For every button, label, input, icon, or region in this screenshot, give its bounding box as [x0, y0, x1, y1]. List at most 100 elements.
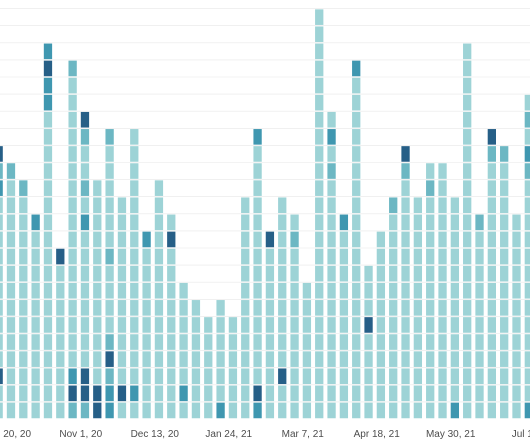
bar[interactable]: [500, 146, 509, 419]
bar-segment: [80, 300, 90, 316]
bar-segment: [265, 351, 275, 367]
bar[interactable]: [327, 111, 336, 419]
bar-segment: [68, 146, 77, 162]
bar[interactable]: [512, 214, 521, 419]
bar-segment: [130, 180, 139, 196]
bar[interactable]: [376, 231, 386, 419]
bar-segment: [352, 231, 361, 248]
bar-segment: [105, 402, 114, 419]
bar-segment: [31, 317, 40, 333]
bar[interactable]: [524, 94, 530, 419]
bar-segment: [352, 146, 361, 162]
bar[interactable]: [43, 43, 53, 419]
bar[interactable]: [0, 146, 3, 419]
bar-segment: [43, 231, 53, 248]
bar-segment: [475, 385, 484, 402]
bar[interactable]: [179, 282, 188, 419]
bar-segment: [438, 180, 447, 196]
bar[interactable]: [487, 129, 496, 419]
bar-segment: [241, 231, 250, 248]
bar-segment: [204, 368, 213, 385]
bar-segment: [401, 402, 410, 419]
x-tick-label: Mar 7, 21: [282, 429, 325, 440]
bar-segment: [500, 402, 509, 419]
bar-segment: [352, 60, 361, 77]
bar[interactable]: [191, 300, 201, 419]
bar[interactable]: [389, 197, 398, 419]
bar[interactable]: [352, 60, 361, 419]
bar[interactable]: [426, 163, 435, 419]
bar[interactable]: [228, 317, 238, 419]
bar-segment: [500, 385, 509, 402]
bar-segment: [524, 385, 530, 402]
bar[interactable]: [315, 9, 324, 419]
bar-segment: [80, 163, 90, 179]
bar-segment: [253, 385, 262, 402]
bar[interactable]: [68, 60, 77, 419]
bar-segment: [352, 385, 361, 402]
bar-segment: [142, 231, 151, 248]
bar[interactable]: [105, 129, 114, 419]
bar-segment: [512, 265, 521, 282]
bar[interactable]: [278, 197, 287, 419]
bar[interactable]: [216, 300, 225, 419]
bar-segment: [265, 334, 275, 350]
bar-segment: [524, 214, 530, 231]
bar[interactable]: [80, 111, 90, 419]
bar[interactable]: [253, 129, 262, 419]
bar[interactable]: [117, 197, 127, 419]
bar-segment: [56, 282, 65, 299]
bar[interactable]: [154, 180, 164, 419]
bar[interactable]: [265, 231, 275, 419]
bar-segment: [216, 402, 225, 419]
bar[interactable]: [475, 214, 484, 419]
bar-segment: [327, 300, 336, 316]
bar[interactable]: [463, 43, 472, 419]
bar[interactable]: [290, 214, 299, 419]
bar-segment: [475, 351, 484, 367]
bar-segment: [80, 351, 90, 367]
bar[interactable]: [438, 163, 447, 419]
bar-segment: [524, 197, 530, 214]
bar[interactable]: [401, 146, 410, 419]
bar-segment: [93, 214, 102, 231]
bar-segment: [401, 334, 410, 350]
bar-segment: [426, 351, 435, 367]
bar-segment: [315, 60, 324, 77]
bar[interactable]: [204, 317, 213, 419]
bar-segment: [31, 334, 40, 350]
bar-segment: [265, 231, 275, 248]
bar-segment: [524, 265, 530, 282]
bar[interactable]: [167, 214, 176, 419]
bar-segment: [315, 214, 324, 231]
bar-segment: [80, 129, 90, 145]
bar-segment: [278, 282, 287, 299]
bar[interactable]: [19, 180, 28, 419]
bar-segment: [352, 334, 361, 350]
bar-segment: [31, 300, 40, 316]
bar[interactable]: [302, 282, 312, 419]
bar-segment: [315, 317, 324, 333]
bar[interactable]: [56, 248, 65, 419]
bar-segment: [327, 265, 336, 282]
bar-segment: [31, 214, 40, 231]
bar-segment: [426, 385, 435, 402]
bar[interactable]: [6, 163, 16, 419]
bar-segment: [19, 385, 28, 402]
bar[interactable]: [450, 197, 460, 419]
bar[interactable]: [142, 231, 151, 419]
bar-segment: [154, 265, 164, 282]
bar[interactable]: [241, 197, 250, 419]
bar[interactable]: [31, 214, 40, 419]
bar[interactable]: [413, 197, 423, 419]
bar-segment: [401, 163, 410, 179]
bar-segment: [56, 248, 65, 265]
bar[interactable]: [93, 180, 102, 419]
bar-segment: [500, 214, 509, 231]
bar-segment: [142, 300, 151, 316]
bar-segment: [463, 129, 472, 145]
bar-segment: [500, 317, 509, 333]
bar[interactable]: [130, 129, 139, 419]
bar[interactable]: [339, 214, 349, 419]
bar[interactable]: [364, 265, 373, 419]
